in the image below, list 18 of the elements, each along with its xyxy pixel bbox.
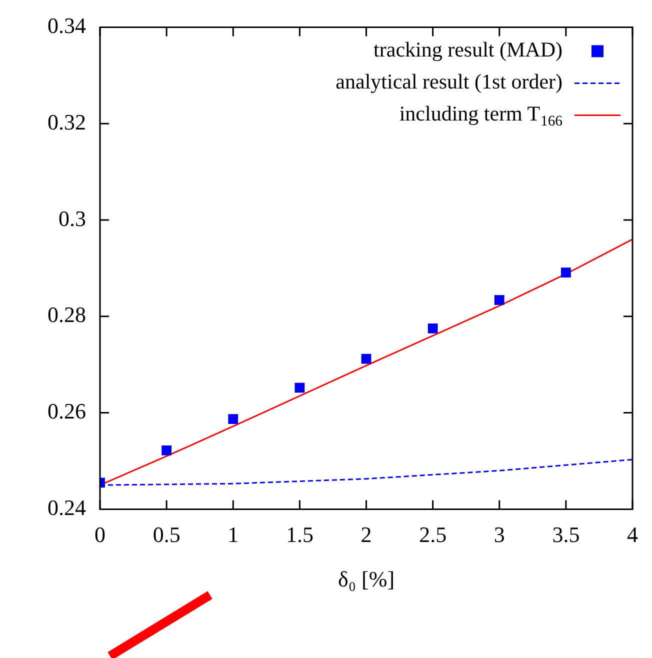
- y-tick-label: 0.26: [48, 398, 86, 424]
- legend-label: tracking result (MAD): [374, 38, 563, 62]
- y-tick-label: 0.32: [48, 109, 86, 134]
- x-tick-label: 3: [494, 522, 505, 548]
- x-tick-label: 0: [94, 522, 106, 548]
- y-tick-label: 0.28: [48, 302, 86, 328]
- x-tick-label: 1: [228, 522, 239, 548]
- x-tick-label: 4: [627, 522, 638, 548]
- x-tick-label: 0.5: [152, 522, 180, 548]
- x-axis-title: δ₀ [%]: [338, 566, 395, 592]
- x-tick-label: 2: [360, 522, 372, 548]
- legend-label: analytical result (1st order): [336, 70, 563, 94]
- y-tick-label: 0.34: [48, 12, 86, 38]
- x-tick-label: 2.5: [419, 522, 447, 548]
- y-tick-label: 0.24: [48, 494, 86, 520]
- x-tick-label: 3.5: [552, 522, 580, 548]
- x-tick-label: 1.5: [286, 522, 314, 548]
- y-tick-label: 0.3: [58, 206, 86, 231]
